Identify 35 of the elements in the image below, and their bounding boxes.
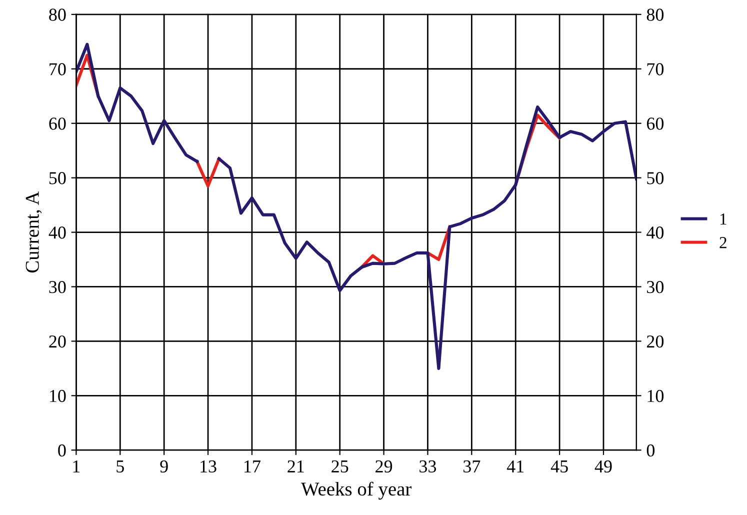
y-tick-label: 70	[50, 63, 66, 76]
y2-tick-label: 60	[646, 118, 664, 130]
x-tick-label: 49	[594, 460, 612, 473]
y-tick-label: 10	[50, 390, 66, 402]
x-tick-label: 21	[288, 460, 304, 472]
y-tick-label: 20	[49, 335, 66, 348]
y2-tick-label: 0	[646, 444, 655, 457]
y2-tick-label: 20	[646, 335, 664, 348]
y-tick-label: 80	[49, 8, 66, 21]
y2-tick-label: 10	[648, 390, 664, 402]
y2-tick-label: 30	[647, 280, 664, 294]
y-tick-label: 30	[49, 280, 66, 294]
x-axis-title: Weeks of year	[300, 482, 412, 500]
x-tick-label: 13	[200, 460, 216, 473]
y-tick-label: 50	[49, 172, 66, 184]
x-tick-label: 17	[244, 460, 260, 472]
y-tick-label: 60	[49, 118, 66, 130]
y-tick-label: 40	[48, 226, 66, 239]
x-tick-label: 9	[160, 460, 168, 473]
x-tick-label: 37	[464, 460, 480, 473]
legend-label: 1	[720, 214, 726, 225]
x-tick-label: 33	[420, 460, 436, 473]
x-tick-label: 25	[332, 460, 348, 473]
y2-tick-label: 40	[646, 226, 664, 239]
y-tick-label: 0	[58, 444, 66, 457]
legend-label: 2	[720, 237, 726, 248]
x-tick-label: 1	[73, 460, 80, 472]
y2-tick-label: 70	[647, 63, 664, 76]
y-axis-title: Current, A	[26, 191, 42, 273]
x-tick-label: 5	[116, 460, 124, 473]
y2-tick-label: 80	[646, 8, 664, 21]
x-tick-label: 29	[376, 460, 392, 473]
y2-tick-label: 50	[647, 172, 664, 184]
x-tick-label: 45	[550, 460, 568, 473]
x-tick-label: 41	[506, 460, 524, 472]
